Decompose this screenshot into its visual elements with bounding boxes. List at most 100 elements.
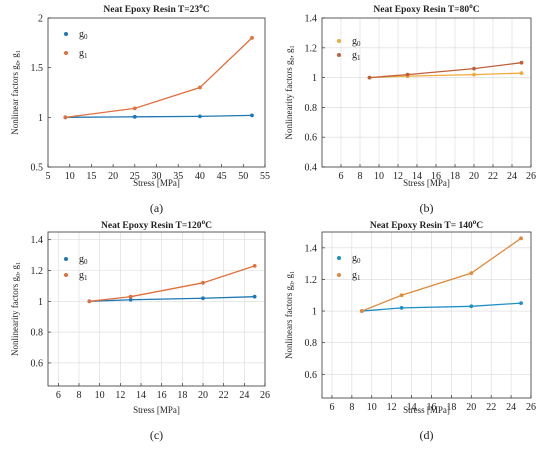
x-tick-label: 14 [136,390,146,401]
plot-frame [47,231,266,387]
x-tick-label: 18 [446,402,456,413]
x-tick-label: 12 [393,171,403,182]
data-point [128,294,133,299]
plot-frame [321,231,532,399]
y-tick-label: 1.2 [305,275,318,286]
chart-panel-c: 6 8 10 12 14 16 18 20 22 24 26 0.6 0.8 1 1.2 1.4 Neat Ep… [10,218,270,442]
panel-caption: (b) [420,201,434,215]
chart-panel-b: 6 8 10 12 14 16 18 20 22 24 26 0.4 0.6 0.8 1 1.2 1.4 Neat… [284,2,536,215]
data-point [132,106,137,111]
legend-marker [337,273,341,277]
data-point [63,115,68,120]
series-line-g0 [65,114,252,118]
y-tick-label: 1 [38,297,43,308]
plot-frame [321,17,532,168]
x-tick-label: 16 [426,402,436,413]
legend-marker [64,273,68,277]
chart-panel-a: 5 10 15 20 25 30 35 40 45 50 55 0.5 1 1.5 2 Neat Epoxy … [10,2,270,215]
series-line-g0 [361,302,522,312]
y-tick-label: 1 [312,73,317,84]
data-point [399,305,404,310]
x-tick-label: 16 [431,171,441,182]
y-tick-label: 2 [38,14,43,25]
y-axis-label: Nonlinearity factors g0, g1 [10,262,22,356]
chart-title: Neat Epoxy Resin T=23oC [103,2,209,15]
x-axis-label: Stress [MPa] [133,405,180,415]
data-point [519,301,523,306]
series-line-g0 [369,72,522,79]
y-tick-label: 0.8 [305,103,318,114]
x-tick-label: 10 [374,171,384,182]
legend-label: g1 [352,270,361,282]
y-axis-label: Nonlinears factors g0, g1 [284,271,296,359]
data-point [472,66,476,71]
series-line-g1 [361,237,522,312]
x-tick-label: 10 [95,390,105,401]
data-point [519,236,523,241]
y-tick-label: 1 [312,307,317,318]
x-tick-label: 18 [177,390,187,401]
x-axis-label: Stress [MPa] [403,178,450,188]
data-point [128,297,133,302]
y-tick-label: 1.2 [31,266,44,277]
y-tick-label: 0.8 [31,328,44,339]
x-tick-label: 22 [488,171,498,182]
legend-label: g1 [79,48,88,60]
y-tick-label: 1 [38,113,43,124]
y-tick-label: 0.6 [305,370,318,381]
x-tick-label: 24 [506,402,516,413]
legend-label: g0 [352,253,361,265]
x-tick-label: 22 [486,402,496,413]
y-tick-label: 0.6 [305,133,318,144]
data-point [469,304,474,309]
x-tick-label: 8 [358,171,363,182]
data-point [201,280,205,285]
x-tick-label: 25 [130,171,140,182]
x-tick-label: 5 [46,171,51,182]
series-line-g1 [369,62,522,79]
x-tick-label: 16 [157,390,167,401]
x-axis-label: Stress [MPa] [403,405,450,415]
x-tick-label: 12 [387,402,397,413]
series-line-g1 [65,37,253,118]
x-tick-label: 20 [469,171,479,182]
x-tick-label: 20 [198,390,208,401]
series-line-g1 [89,265,255,302]
x-tick-label: 8 [77,390,82,401]
chart-panel-d: 6 8 10 12 14 16 18 20 22 24 26 0.6 0.8 1 1.2 1.4 Neat Ep… [284,218,536,442]
x-tick-label: 55 [260,171,270,182]
x-tick-label: 22 [219,390,229,401]
panel-caption: (c) [150,428,163,442]
legend-marker [337,256,341,260]
y-tick-label: 1.4 [31,235,44,246]
y-tick-label: 0.6 [31,358,44,369]
y-tick-label: 1.5 [31,63,44,74]
x-tick-label: 15 [86,171,96,182]
x-tick-label: 20 [466,402,476,413]
x-tick-label: 26 [526,171,536,182]
x-tick-label: 18 [450,171,460,182]
data-point [252,263,257,268]
data-point [469,271,474,276]
x-tick-label: 50 [238,171,248,182]
panel-caption: (d) [420,428,434,442]
x-tick-label: 20 [108,171,118,182]
legend-label: g0 [79,254,88,266]
panel-caption: (a) [150,201,163,215]
data-point [472,72,476,77]
data-point [201,296,205,301]
data-point [198,85,202,90]
y-tick-label: 0.4 [305,163,318,174]
chart-title: Neat Epoxy Resin T= 140oC [370,218,483,231]
x-tick-label: 12 [115,390,125,401]
x-tick-label: 24 [507,171,517,182]
data-point [132,114,137,119]
y-tick-label: 1.4 [305,243,318,254]
data-point [519,71,524,76]
data-point [87,299,92,304]
data-point [250,35,254,40]
x-tick-label: 14 [412,171,422,182]
y-axis-label: Nonlinear factors g0, g1 [10,50,22,134]
x-tick-label: 8 [349,402,354,413]
